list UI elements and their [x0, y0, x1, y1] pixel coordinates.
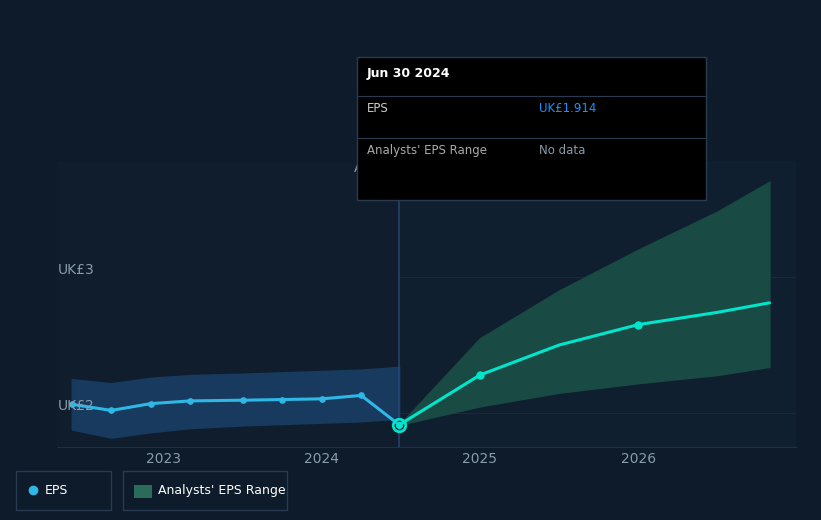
Bar	[57, 161, 399, 447]
Text: No data: No data	[539, 144, 585, 157]
Text: UK£2: UK£2	[57, 399, 94, 413]
Text: Analysts Forecasts: Analysts Forecasts	[407, 162, 524, 175]
Text: Jun 30 2024: Jun 30 2024	[367, 67, 451, 80]
Text: Analysts' EPS Range: Analysts' EPS Range	[158, 484, 286, 497]
Text: EPS: EPS	[45, 484, 68, 497]
Text: EPS: EPS	[367, 102, 388, 115]
Text: Analysts' EPS Range: Analysts' EPS Range	[367, 144, 487, 157]
Text: UK£3: UK£3	[57, 263, 94, 277]
Text: Actual: Actual	[354, 162, 393, 175]
Text: UK£1.914: UK£1.914	[539, 102, 596, 115]
